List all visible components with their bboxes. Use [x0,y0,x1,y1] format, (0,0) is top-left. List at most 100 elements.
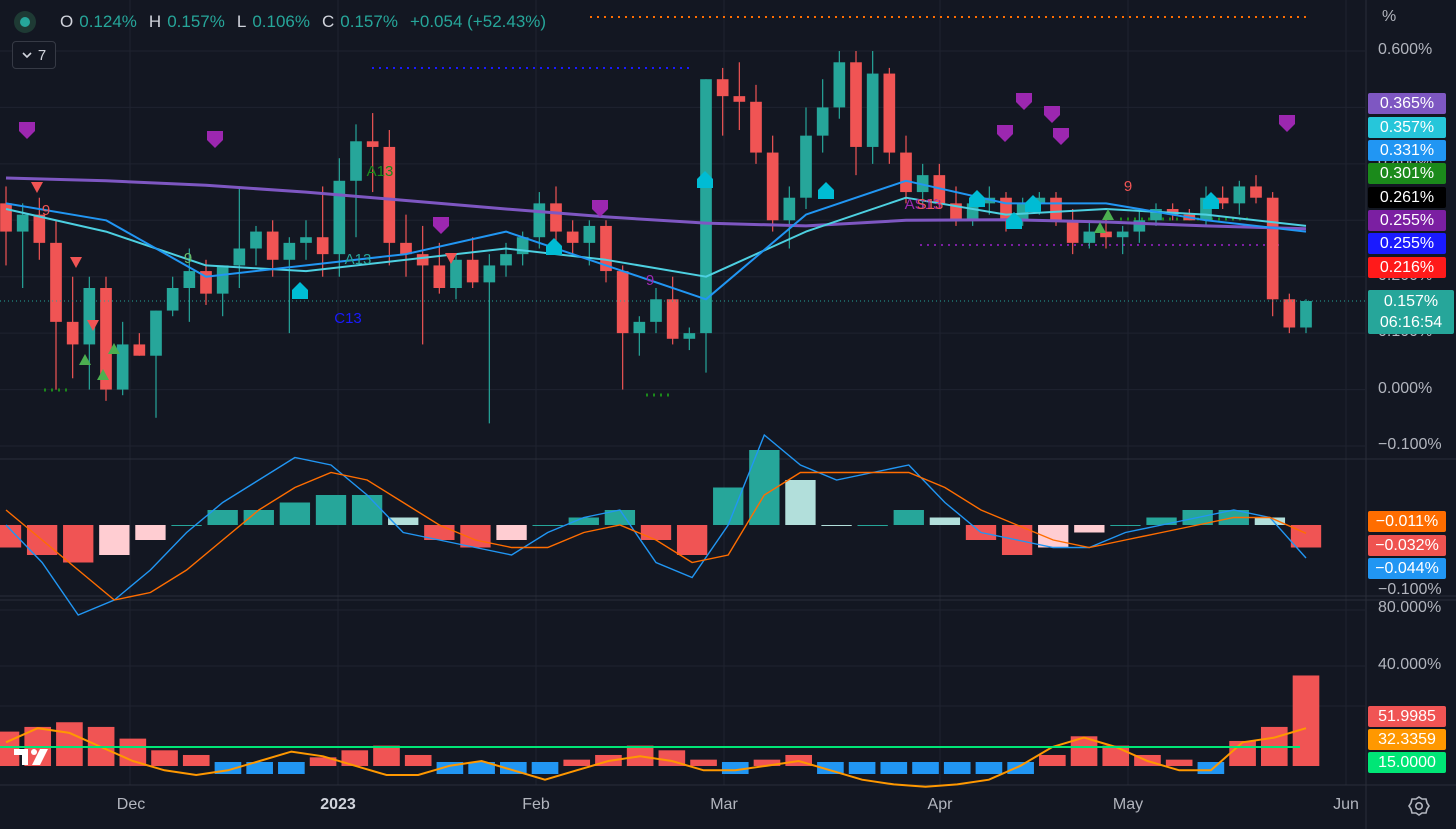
oscillator-bar [0,731,20,766]
candle-body [200,271,212,294]
candle-body [700,79,712,334]
live-status-icon[interactable] [14,11,36,33]
candle-body [366,141,379,147]
candle-body [16,214,29,232]
oscillator-bar [56,722,83,766]
candle-body [800,135,812,198]
macd-pane [0,433,1322,616]
candle-body [50,242,62,322]
oscillator-bar [690,759,717,766]
indicator-value-tag: 0.216% [1368,257,1446,278]
indicators-toggle-button[interactable]: 7 [12,41,56,69]
macd-histogram-bar [388,517,419,525]
candle-body [1250,186,1262,198]
macd-histogram-bar [785,480,816,525]
indicator-value-tag: 0.261% [1368,187,1446,208]
candle-body [416,254,429,266]
indicator-value-tag: 0.357% [1368,117,1446,138]
last-price-tag: 0.157% 06:16:54 [1368,290,1454,334]
ma-fast-line-1 [5,179,1307,301]
oscillator-bar [246,762,273,774]
chart-annotation: 9 [42,202,50,219]
macd-histogram-bar [676,525,708,555]
oscillator-bar [912,762,939,774]
macd-histogram-bar [532,525,563,526]
candle-body [1000,197,1012,221]
candle-body [883,73,896,153]
candle-body [1066,220,1079,243]
candle-body [650,299,662,322]
candle-body [1016,203,1029,221]
time-axis-label: May [1112,796,1144,813]
candle-body [0,203,12,232]
candle-body [1050,197,1062,221]
oscillator-bar [341,750,369,766]
oscillator-bar [151,750,178,766]
down-arrow-marker [70,257,82,268]
candle-body [83,288,96,345]
oscillator-bar [817,762,844,774]
buy-signal-marker [1006,212,1022,229]
macd-histogram-bar [279,502,311,525]
candle-body [383,146,396,243]
high-label: H [148,12,162,31]
price-candles [0,51,1312,424]
candle-body [466,259,479,283]
candle-body [850,62,862,147]
ohlc-legend: O 0.124% H 0.157% L 0.106% C 0.157% +0.054 (… [14,8,552,36]
macd-histogram-bar [496,525,527,540]
chart-annotation: A13 [367,163,394,180]
sell-signal-marker [1279,115,1295,132]
oscillator-bar [531,762,559,774]
macd-histogram-bar [63,525,94,563]
oscillator-pane [0,675,1320,788]
sell-signal-marker [19,122,35,139]
macd-histogram-bar [243,510,274,525]
candle-body [633,321,646,334]
oscillator-bar [1197,762,1225,774]
macd-histogram-bar [1110,525,1141,526]
oscillator-bar [1102,745,1130,766]
candle-body [666,299,679,339]
buy-signal-marker [697,171,713,188]
candle-body [766,152,779,221]
macd-histogram-bar [1074,525,1105,533]
oscillator-bar [500,762,527,774]
candle-body [616,271,629,334]
macd-histogram-bar [99,525,130,555]
candle-body [1283,299,1296,328]
time-axis-label: Mar [710,796,738,813]
macd-histogram-bar [207,510,238,525]
candle-body [66,321,79,345]
candle-body [783,197,796,221]
buy-signal-marker [546,238,562,255]
candle-body [833,62,846,108]
time-axis-label: Apr [927,796,953,813]
candle-body [533,203,546,238]
oscillator-bar [943,762,971,774]
candle-body [1100,231,1112,238]
candle-body [300,237,312,243]
candle-body [483,265,496,283]
chart-annotation: 9 [646,272,654,289]
oscillator-value-tag: 15.0000 [1368,752,1446,773]
gear-icon[interactable] [1408,795,1430,817]
candle-body [350,141,362,181]
buy-signal-marker [292,282,308,299]
oscillator-bar [753,759,781,766]
up-arrow-marker [108,343,120,354]
chart-annotation: 9 [1124,178,1132,195]
macd-histogram-bar [713,487,744,525]
low-label: L [236,12,247,31]
candle-body [716,79,729,97]
price-tick-label: −0.100% [1378,436,1442,453]
candle-body [866,73,879,147]
candle-body [500,254,512,266]
time-axis-label: 2023 [320,796,356,813]
oscillator-value-tag: 32.3359 [1368,729,1446,750]
chart-annotation: AS13 [905,196,942,213]
candle-body [1116,231,1129,238]
chart-annotation: 9 [184,250,192,267]
